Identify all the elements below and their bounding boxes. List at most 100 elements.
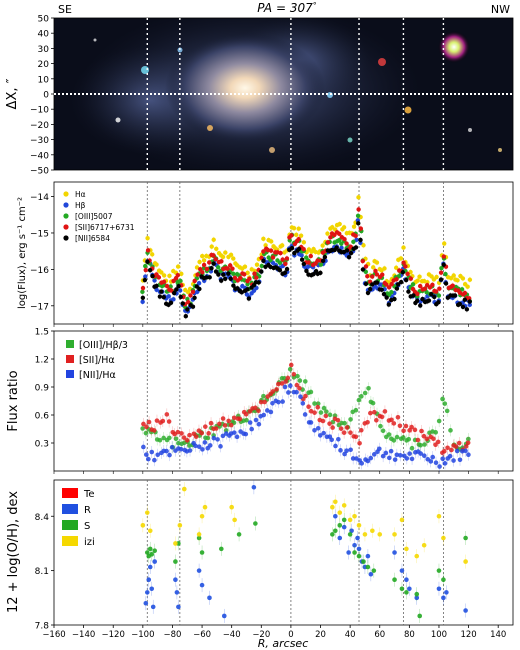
ratio-point: [418, 451, 424, 456]
flux-point: [299, 257, 305, 262]
abundance-point: [436, 586, 442, 592]
abundance-point: [330, 532, 335, 537]
flux-point: [200, 253, 205, 259]
flux-point: [294, 232, 299, 238]
x-tick-label: 100: [431, 630, 447, 640]
flux-point: [351, 239, 356, 244]
flux-point: [154, 272, 159, 277]
flux-point: [356, 195, 361, 200]
flux-point: [169, 288, 174, 293]
flux-point: [254, 275, 259, 280]
ratio-point: [187, 432, 192, 438]
ratio-point: [200, 447, 205, 452]
flux-point: [245, 270, 250, 276]
flux-point: [190, 289, 196, 295]
y-tick-label: −40: [30, 151, 49, 161]
flux-point: [395, 282, 401, 287]
abundance-point: [365, 553, 371, 559]
ratio-point: [403, 423, 409, 429]
abundance-point: [436, 568, 442, 573]
abundance-point: [144, 590, 150, 595]
flux-point: [392, 296, 397, 302]
ratio-point: [324, 409, 329, 414]
ratio-point: [312, 427, 317, 433]
flux-point: [360, 258, 365, 264]
abundance-point: [152, 559, 157, 564]
ratio-point: [274, 387, 279, 392]
ratio-point: [379, 414, 385, 420]
y-tick-label: 1.5: [35, 328, 49, 338]
ratio-point: [374, 417, 379, 423]
abundance-point: [349, 528, 354, 534]
flux-point: [342, 236, 347, 242]
flux-point: [235, 286, 240, 291]
ratio-point: [433, 460, 439, 465]
flux-point: [394, 286, 400, 291]
flux-point: [355, 213, 361, 219]
ratio-point: [447, 453, 453, 459]
ratio-point: [146, 419, 152, 425]
flux-point: [306, 260, 311, 265]
flux-point: [140, 289, 145, 295]
ratio-point: [288, 362, 294, 368]
abundance-point: [181, 486, 187, 492]
abundance-point: [341, 524, 347, 530]
flux-point: [192, 278, 197, 284]
legend-label: [SII]6717+6731: [75, 223, 135, 232]
abundance-point: [441, 577, 446, 582]
ratio-point: [167, 452, 172, 458]
flux-point: [384, 282, 389, 287]
ratio-point: [365, 458, 371, 464]
flux-point: [175, 264, 181, 269]
ratio-point: [264, 408, 270, 413]
abundance-point: [341, 517, 347, 523]
ratio-point: [268, 409, 274, 415]
flux-point: [176, 284, 181, 289]
flux-point: [220, 254, 226, 260]
ratio-point: [294, 382, 300, 388]
flux-point: [437, 286, 442, 291]
abundance-point: [219, 546, 224, 552]
flux-point: [411, 293, 416, 298]
flux-point: [443, 281, 449, 286]
ratio-point: [318, 410, 324, 415]
ratio-point: [179, 431, 184, 436]
ratio-point: [295, 373, 300, 379]
flux-point: [365, 290, 371, 296]
ratio-point: [206, 431, 211, 436]
legend-label: [NII]/Hα: [79, 370, 116, 381]
abundance-point: [341, 503, 347, 508]
flux-point: [261, 258, 266, 264]
ratio-point: [344, 448, 349, 454]
flux-point: [154, 262, 159, 267]
ratio-point: [276, 399, 281, 405]
flux-point: [339, 241, 344, 246]
flux-point: [223, 250, 228, 255]
ratio-point: [282, 384, 288, 390]
flux-point: [353, 245, 359, 250]
flux-point: [344, 248, 350, 253]
abundance-point: [361, 559, 366, 564]
ratio-point: [442, 448, 447, 454]
x-axis: −160 −140 −120 −100 −80 −60 −40 −20 0 20 40 60 80 100…: [42, 324, 506, 640]
flux-point: [448, 275, 454, 281]
legend-marker: [62, 488, 78, 498]
y-tick-label: 8.1: [35, 567, 49, 577]
ratio-point: [243, 411, 249, 417]
flux-point: [242, 272, 247, 277]
flux-point: [462, 297, 468, 302]
ratio-point: [217, 421, 222, 427]
flux-point: [401, 245, 406, 250]
x-tick-label: 120: [460, 630, 476, 640]
abundance-point: [399, 517, 405, 523]
ratio-point: [323, 413, 329, 419]
legend-label: [OIII]5007: [75, 212, 113, 221]
flux-point: [374, 260, 380, 265]
flux-point: [175, 272, 181, 278]
flux-point: [389, 289, 394, 295]
flux-point: [381, 291, 387, 297]
abundance-point: [347, 517, 353, 523]
flux-point: [259, 269, 264, 274]
abundance-point: [352, 550, 357, 555]
